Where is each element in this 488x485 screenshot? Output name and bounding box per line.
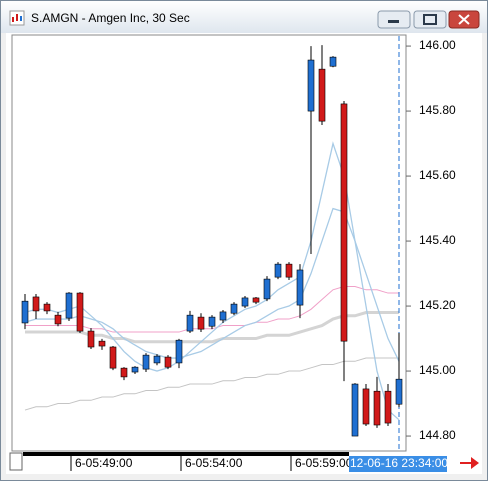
candle-body (65, 292, 73, 319)
candle-body (329, 56, 337, 67)
x-tick-label: 6-05:54:00 (185, 456, 243, 470)
close-button[interactable] (448, 10, 480, 29)
candle-body (285, 263, 293, 278)
candle-body (241, 297, 249, 307)
candle-body (43, 303, 51, 312)
scroll-right-arrow[interactable] (460, 457, 479, 469)
corner-box (9, 452, 23, 471)
time-scroll-bar[interactable] (23, 452, 349, 456)
minimize-button[interactable] (377, 10, 411, 29)
candle-body (362, 388, 370, 425)
y-tick-label: 145.60 (419, 168, 456, 182)
candle-body (351, 383, 359, 437)
app-icon (9, 10, 25, 26)
y-tick-label: 145.80 (419, 103, 456, 117)
cursor-label: 12-06-16 23:34:00 (350, 456, 448, 470)
candle-body (252, 297, 260, 303)
moving-average (25, 311, 399, 344)
candle-body (219, 311, 227, 321)
candle-body (208, 316, 216, 327)
candle-body (230, 303, 238, 314)
candle-body (153, 355, 161, 364)
cursor-label-bg (349, 456, 447, 472)
candle-body (142, 354, 150, 370)
candle-body (98, 340, 106, 347)
candle-body (164, 356, 172, 368)
candle-body (395, 378, 403, 405)
moving-average (24, 141, 400, 421)
y-tick-label: 144.80 (419, 428, 456, 442)
restore-button[interactable] (413, 10, 447, 29)
candle-body (373, 390, 381, 426)
candle-body (296, 269, 304, 306)
moving-average (24, 357, 399, 411)
candle-body (175, 339, 183, 364)
candle-body (263, 278, 271, 300)
candle-body (76, 292, 84, 332)
moving-average (24, 207, 400, 362)
candle-body (307, 59, 315, 112)
candle-body (54, 314, 62, 325)
x-tick-label: 6-05:49:00 (75, 456, 133, 470)
candle-body (87, 330, 95, 348)
candle-body (340, 103, 348, 342)
candle-body (120, 367, 128, 378)
plot-frame (11, 34, 407, 452)
candle-body (318, 68, 326, 122)
candle-body (32, 296, 40, 312)
y-tick-label: 145.00 (419, 363, 456, 377)
window-title: S.AMGN - Amgen Inc, 30 Sec (31, 11, 190, 25)
candle-body (109, 346, 117, 369)
candle-body (186, 314, 194, 332)
candle-body (197, 316, 205, 330)
candle-body (21, 300, 29, 324)
candle-body (274, 263, 282, 278)
candle-body (131, 366, 139, 373)
y-tick-label: 146.00 (419, 38, 456, 52)
y-tick-label: 145.20 (419, 298, 456, 312)
x-tick-label: 6-05:59:00 (295, 456, 353, 470)
candle-body (384, 390, 392, 424)
y-tick-label: 145.40 (419, 233, 456, 247)
